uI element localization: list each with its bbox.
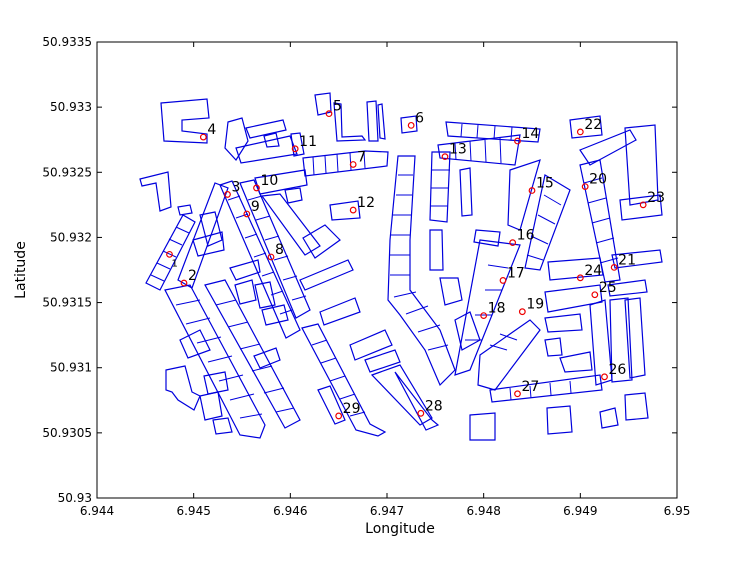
- marker-point-5: [325, 110, 333, 118]
- marker-point-21: [610, 263, 618, 271]
- axis-ticks: [96, 41, 678, 499]
- marker-label-9: 9: [251, 199, 260, 215]
- marker-point-11: [291, 145, 299, 153]
- marker-point-8: [267, 253, 275, 261]
- marker-label-13: 13: [449, 142, 467, 158]
- marker-point-12: [349, 206, 357, 214]
- marker-point-18: [480, 312, 488, 320]
- marker-label-8: 8: [275, 242, 284, 258]
- marker-point-10: [253, 184, 260, 192]
- x-tick-label: 6.946: [273, 504, 307, 518]
- marker-label-28: 28: [425, 398, 443, 414]
- marker-point-19: [518, 308, 526, 316]
- y-tick-label: 50.932: [50, 230, 92, 244]
- marker-label-22: 22: [584, 117, 602, 133]
- marker-point-23: [639, 201, 647, 209]
- x-tick-label: 6.944: [80, 504, 114, 518]
- marker-label-16: 16: [517, 228, 535, 244]
- marker-point-28: [417, 409, 425, 417]
- marker-label-27: 27: [522, 379, 540, 395]
- y-tick-labels: 50.93 50.9305 50.931 50.9315 50.932 50.9325 50…: [42, 35, 92, 505]
- marker-label-18: 18: [488, 301, 506, 317]
- x-tick-labels: 6.944 6.945 6.946 6.947 6.948 6.949 6.95: [80, 504, 691, 518]
- marker-label-23: 23: [647, 190, 665, 206]
- marker-label-26: 26: [609, 362, 627, 378]
- y-tick-label: 50.9315: [42, 296, 92, 310]
- y-tick-label: 50.933: [50, 100, 92, 114]
- marker-point-4: [199, 133, 207, 141]
- y-axis-title: Latitude: [13, 241, 29, 299]
- x-axis-title: Longitude: [365, 521, 435, 537]
- marker-point-29: [335, 412, 343, 420]
- marker-label-7: 7: [357, 149, 366, 165]
- marker-point-22: [576, 128, 584, 136]
- marker-label-20: 20: [589, 172, 607, 188]
- marker-point-16: [509, 239, 517, 247]
- marker-point-9: [243, 210, 251, 218]
- x-tick-label: 6.949: [563, 504, 597, 518]
- marker-label-24: 24: [584, 263, 602, 279]
- marker-point-25: [591, 291, 599, 299]
- x-tick-label: 6.948: [466, 504, 500, 518]
- y-tick-label: 50.9305: [42, 426, 92, 440]
- marker-point-7: [349, 161, 357, 168]
- marker-point-2: [180, 279, 188, 287]
- marker-label-21: 21: [618, 252, 636, 268]
- marker-point-26: [601, 373, 608, 381]
- x-tick-label: 6.95: [664, 504, 691, 518]
- marker-point-24: [576, 274, 584, 282]
- marker-label-1: 1: [172, 258, 178, 269]
- marker-point-17: [499, 277, 507, 284]
- y-tick-label: 50.9335: [42, 35, 92, 49]
- x-tick-label: 6.945: [176, 504, 210, 518]
- marker-label-6: 6: [415, 110, 424, 126]
- marker-point-3: [224, 191, 231, 198]
- marker-label-10: 10: [261, 173, 279, 189]
- building-footprints: [139, 92, 663, 441]
- marker-point-13: [441, 153, 449, 161]
- marker-label-17: 17: [507, 265, 525, 281]
- marker-point-1: [166, 250, 173, 258]
- marker-point-15: [528, 187, 536, 194]
- x-tick-label: 6.947: [370, 504, 404, 518]
- marker-label-29: 29: [343, 401, 361, 417]
- marker-label-15: 15: [536, 176, 554, 192]
- marker-point-20: [581, 183, 589, 191]
- marker-point-14: [514, 137, 521, 145]
- marker-label-19: 19: [526, 297, 544, 313]
- marker-label-5: 5: [333, 99, 342, 115]
- marker-label-11: 11: [299, 134, 317, 150]
- y-tick-label: 50.9325: [42, 165, 92, 179]
- marker-label-2: 2: [188, 268, 197, 284]
- marker-label-3: 3: [232, 179, 241, 195]
- marker-label-4: 4: [207, 122, 216, 138]
- y-tick-label: 50.93: [58, 491, 92, 505]
- y-tick-label: 50.931: [50, 361, 92, 375]
- marker-point-27: [514, 390, 521, 398]
- marker-label-14: 14: [522, 126, 540, 142]
- marker-label-12: 12: [357, 195, 375, 211]
- marker-label-25: 25: [599, 280, 617, 296]
- marker-point-6: [407, 121, 415, 129]
